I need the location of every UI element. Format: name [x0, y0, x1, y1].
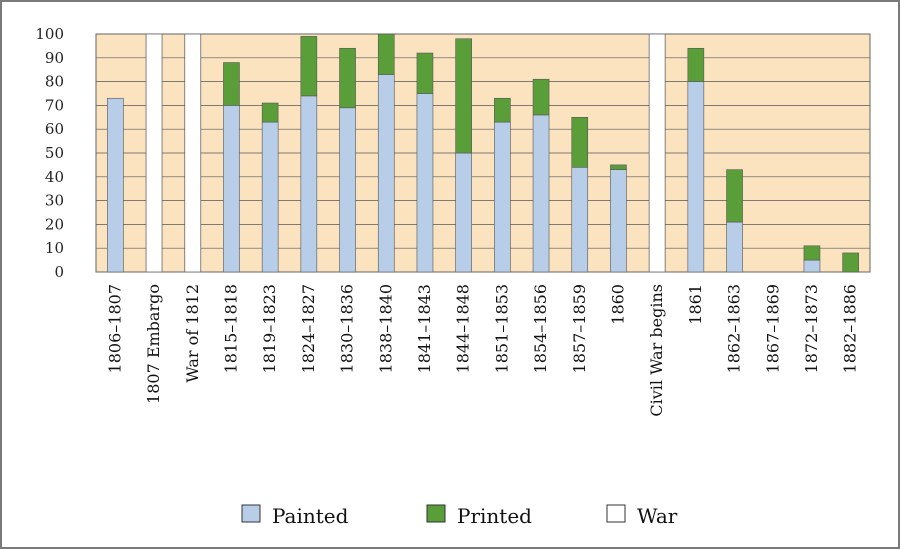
- x-axis-labels: 1806–1807 1807 Embargo War of 1812 1815–181…: [105, 284, 859, 417]
- bar-printed: [687, 47, 705, 82]
- bar-printed: [803, 245, 821, 261]
- x-tick-label: 1882–1886: [841, 284, 860, 373]
- bar-printed: [377, 33, 395, 75]
- legend: Painted Printed War: [241, 504, 678, 528]
- x-tick-label: 1851–1853: [492, 284, 511, 373]
- bar-printed: [494, 97, 511, 123]
- bar-painted: [107, 97, 124, 273]
- x-tick-label: 1861: [686, 284, 705, 325]
- x-tick-label: 1838–1840: [376, 284, 395, 373]
- x-tick-label: 1860: [608, 284, 627, 325]
- bar-printed: [416, 52, 434, 94]
- bar-painted: [455, 152, 472, 273]
- x-tick-label: 1819–1823: [260, 284, 279, 373]
- x-tick-label: 1857–1859: [570, 284, 589, 373]
- bar-printed: [223, 62, 240, 106]
- x-tick-label: War of 1812: [183, 284, 202, 383]
- x-tick-label: 1815–1818: [221, 284, 240, 373]
- x-tick-label: 1807 Embargo: [144, 284, 163, 404]
- bar-painted: [339, 107, 356, 273]
- bar-painted: [261, 121, 279, 273]
- y-tick-label: 10: [45, 239, 64, 257]
- y-tick-label: 80: [45, 73, 64, 91]
- x-tick-label: 1862–1863: [725, 284, 744, 373]
- bar-painted: [571, 166, 589, 273]
- y-tick-label: 30: [45, 192, 64, 210]
- y-tick-label: 60: [45, 120, 64, 138]
- legend-swatch-painted: [241, 504, 261, 523]
- bar-printed: [300, 36, 318, 97]
- y-tick-label: 90: [45, 49, 64, 67]
- legend-label-war: War: [637, 504, 678, 528]
- x-tick-label: 1844–1848: [454, 284, 473, 373]
- bar-painted: [377, 74, 395, 273]
- y-tick-label: 40: [45, 168, 64, 186]
- y-tick-label: 0: [54, 263, 64, 281]
- x-tick-label: 1872–1873: [802, 284, 821, 373]
- bar-painted: [300, 95, 318, 273]
- bar-painted: [416, 93, 434, 273]
- bar-printed: [726, 169, 743, 223]
- y-tick-label: 50: [45, 144, 64, 162]
- bar-printed: [339, 47, 356, 109]
- bar-painted: [610, 169, 627, 273]
- bar-painted: [494, 121, 511, 273]
- bar-printed: [261, 102, 279, 123]
- bar-painted: [223, 105, 240, 273]
- bar-painted: [803, 259, 821, 273]
- bar-printed: [571, 117, 589, 168]
- x-tick-label: 1867–1869: [763, 284, 782, 373]
- bar-printed: [610, 164, 627, 170]
- bar-painted: [532, 114, 550, 273]
- x-tick-label: 1824–1827: [299, 284, 318, 373]
- x-tick-label: 1806–1807: [105, 284, 124, 373]
- legend-swatch-war: [606, 504, 626, 523]
- legend-label-printed: Printed: [457, 504, 532, 528]
- bar-war: [648, 33, 666, 273]
- x-tick-label: 1830–1836: [338, 284, 357, 373]
- y-axis-ticks: 0 10 20 30 40 50 60 70 80 90 100: [35, 25, 64, 281]
- y-tick-label: 70: [45, 96, 64, 114]
- bar-war: [145, 33, 163, 273]
- bars: [107, 33, 859, 273]
- bar-printed: [455, 38, 472, 154]
- x-tick-label: 1854–1856: [531, 284, 550, 373]
- y-tick-label: 20: [45, 215, 64, 233]
- bar-painted: [687, 81, 705, 273]
- bar-painted: [726, 221, 743, 273]
- legend-swatch-printed: [426, 504, 446, 523]
- bar-war: [184, 33, 202, 273]
- bar-printed: [532, 78, 550, 116]
- legend-label-painted: Painted: [272, 504, 349, 528]
- y-tick-label: 100: [35, 25, 64, 43]
- bar-printed: [842, 252, 859, 273]
- x-tick-label: 1841–1843: [415, 284, 434, 373]
- x-tick-label: Civil War begins: [647, 284, 666, 417]
